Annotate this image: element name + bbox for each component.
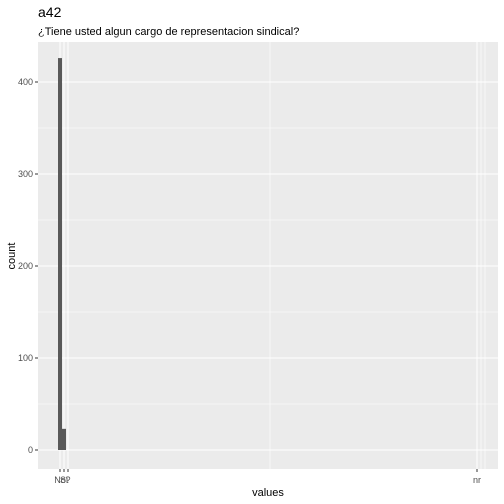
y-tick-label: 200 — [18, 261, 33, 271]
plot-panel — [38, 42, 498, 469]
chart-title: a42 — [38, 4, 62, 20]
x-tick-label: No — [54, 475, 66, 485]
y-tick-label: 100 — [18, 353, 33, 363]
bar-no — [58, 58, 62, 451]
y-tick-label: 0 — [28, 445, 33, 455]
y-axis-ticks: 0 100 200 300 400 — [18, 77, 38, 455]
bar-si — [62, 428, 66, 450]
x-tick-label: nr — [473, 475, 481, 485]
x-tick-label: ? — [65, 475, 70, 485]
x-tick-label: Si — [60, 475, 68, 485]
x-axis-title: values — [252, 487, 284, 499]
y-tick-label: 300 — [18, 169, 33, 179]
y-axis-title: count — [6, 243, 18, 270]
bars — [58, 58, 66, 451]
chart-subtitle: ¿Tiene usted algun cargo de representaci… — [38, 26, 299, 38]
y-tick-label: 400 — [18, 77, 33, 87]
